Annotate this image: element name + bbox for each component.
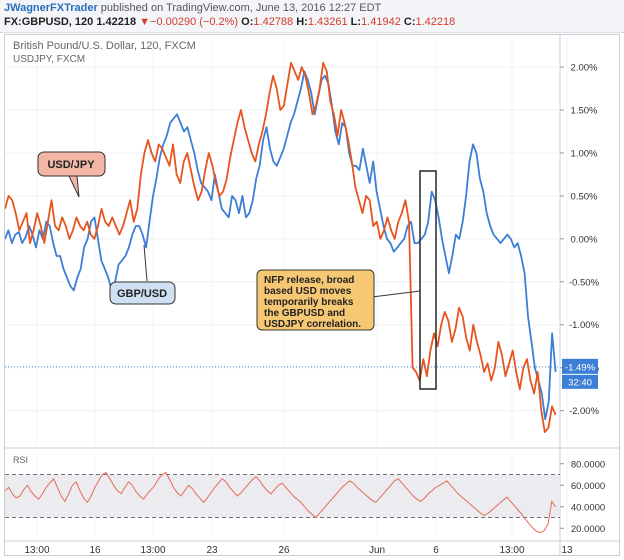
chart-subtitle: USDJPY, FXCM (13, 54, 85, 65)
rsi-tick-label: 80.0000 (571, 459, 605, 470)
callout-pointer (68, 175, 80, 198)
nfp-callout-line: based USD moves (264, 286, 352, 297)
chart-title: British Pound/U.S. Dollar, 120, FXCM (13, 40, 196, 52)
nfp-callout-line: NFP release, broad (264, 275, 354, 286)
x-tick-label: 26 (278, 545, 290, 555)
x-tick-label: 23 (206, 545, 218, 555)
open-value: 1.42788 (253, 16, 294, 28)
symbol-label: FX:GBPUSD, 120 (4, 16, 94, 28)
y-tick-label: 1.50% (571, 106, 598, 117)
rsi-title: RSI (13, 455, 28, 465)
rsi-tick-label: 20.0000 (571, 524, 605, 535)
high-label: H: (296, 16, 308, 28)
usdjpy-callout (37, 151, 106, 177)
last-price: 1.42218 (96, 16, 137, 28)
header-bar: JWagnerFXTrader published on TradingView… (0, 0, 624, 33)
low-value: 1.41942 (361, 16, 401, 28)
series-layer (4, 61, 560, 434)
close-label: C: (403, 16, 416, 28)
y-tick-label: -2.00% (569, 406, 600, 417)
change-value: −0.00290 (−0.2%) (150, 16, 239, 28)
x-tick-label: 13:00 (140, 545, 165, 555)
y-tick-label: 2.00% (571, 63, 598, 74)
rsi-band-fill (5, 474, 560, 518)
published-text: published on TradingView.com, June 13, 2… (100, 2, 382, 14)
y-tick-label: -0.50% (569, 277, 600, 288)
x-axis: 13:00 16 13:00 23 26 Jun 6 13:00 13 (24, 545, 573, 556)
nfp-callout (256, 269, 375, 331)
chart-frame: British Pound/U.S. Dollar, 120, FXCM USD… (4, 34, 620, 556)
gbpusd-callout (109, 281, 176, 305)
x-tick-label: 6 (433, 545, 439, 555)
x-tick-label: 13:00 (24, 545, 49, 555)
gbpusd-callout-label: GBP/USD (117, 288, 167, 300)
nfp-callout-line: the GBPUSD and (264, 308, 345, 319)
callout-pointer (371, 290, 421, 298)
chart-svg[interactable]: British Pound/U.S. Dollar, 120, FXCM USD… (4, 35, 619, 556)
author-link[interactable]: JWagnerFXTrader (4, 2, 98, 14)
x-tick-label: 13:00 (499, 545, 524, 555)
nfp-callout-line: USDJPY correlation. (264, 319, 361, 330)
rsi-line (4, 471, 557, 534)
countdown-badge (562, 374, 598, 389)
usdjpy-callout-label: USD/JPY (47, 159, 95, 171)
publish-line: JWagnerFXTrader published on TradingView… (4, 2, 381, 14)
price-badges: -1.49% 32:40 (562, 358, 598, 389)
y-tick-label: 0.50% (571, 191, 598, 202)
x-tick-label: 13 (561, 545, 573, 555)
low-label: L: (350, 16, 362, 28)
y-tick-label: 1.00% (571, 148, 598, 159)
rsi-tick-label: 60.0000 (571, 481, 605, 492)
quote-line: FX:GBPUSD, 120 1.42218 ▼−0.00290 (−0.2%)… (4, 16, 455, 28)
last-value-badge (562, 358, 598, 374)
x-tick-label: Jun (369, 545, 385, 555)
y-tick-label: -1.00% (569, 320, 600, 331)
x-tick-label: 16 (89, 545, 101, 555)
countdown-badge-label: 32:40 (568, 377, 592, 388)
y-tick-label: 0.00% (571, 234, 598, 245)
open-label: O: (241, 16, 254, 28)
nfp-callout-line: temporarily breaks (264, 297, 354, 308)
down-arrow-icon: ▼ (139, 16, 151, 28)
close-value: 1.42218 (415, 16, 456, 28)
rsi-tick-label: 40.0000 (571, 502, 605, 513)
last-value-badge-label: -1.49% (565, 362, 596, 373)
rsi-layer (4, 471, 557, 534)
series-line-usdjpy (4, 61, 557, 434)
nfp-highlight-box (419, 170, 437, 390)
high-value: 1.43261 (307, 16, 348, 28)
y-axis: 2.00% 1.50% 1.00% 0.50% 0.00% -0.50% -1.00% -1.… (560, 63, 605, 535)
rsi-grid (5, 453, 568, 539)
callout-pointer (143, 244, 148, 282)
